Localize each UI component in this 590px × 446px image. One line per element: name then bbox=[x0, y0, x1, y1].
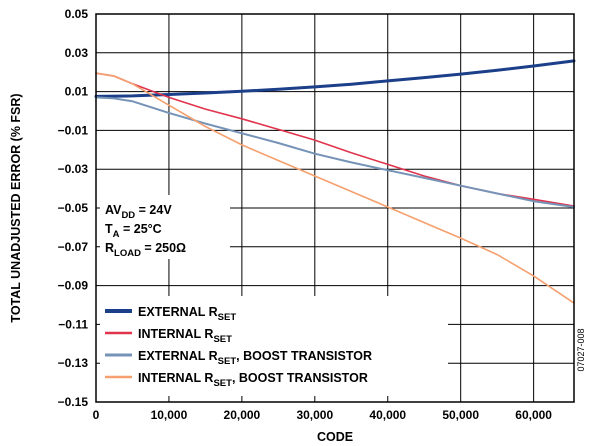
legend-background bbox=[100, 296, 448, 396]
y-tick-label: −0.15 bbox=[58, 395, 89, 409]
y-tick-label: −0.07 bbox=[58, 240, 89, 254]
x-tick-label: 40,000 bbox=[369, 408, 406, 422]
legend-label: INTERNAL RSET, BOOST TRANSISTOR bbox=[138, 371, 368, 389]
series-group bbox=[94, 59, 576, 304]
y-tick-label: −0.05 bbox=[58, 201, 89, 215]
x-tick-label: 0 bbox=[93, 408, 100, 422]
y-tick-label: 0.05 bbox=[65, 7, 89, 21]
x-tick-label: 30,000 bbox=[296, 408, 333, 422]
series-line-3 bbox=[95, 72, 575, 304]
x-tick-label: 10,000 bbox=[151, 408, 188, 422]
y-tick-label: −0.13 bbox=[58, 356, 89, 370]
y-tick-labels: 0.05 0.03 0.01 −0.01 −0.03 −0.05 −0.07 −0.09 −0.… bbox=[58, 7, 89, 409]
legend-label: EXTERNAL RSET, BOOST TRANSISTOR bbox=[138, 349, 372, 367]
y-axis-title: TOTAL UNADJUSTED ERROR (% FSR) bbox=[9, 93, 23, 322]
x-tick-label: 50,000 bbox=[442, 408, 479, 422]
legend-label: EXTERNAL RSET bbox=[138, 305, 236, 323]
legend: EXTERNAL RSET INTERNAL RSET EXTERNAL RSET,… bbox=[100, 296, 448, 396]
plot-frame bbox=[95, 13, 575, 403]
annotation-background bbox=[100, 195, 230, 259]
x-tick-labels: 0 10,000 20,000 30,000 40,000 50,000 60,000 bbox=[93, 408, 553, 422]
annotation-line: RLOAD = 250Ω bbox=[105, 241, 186, 259]
y-tick-label: −0.01 bbox=[58, 123, 89, 137]
series-line-0 bbox=[94, 59, 576, 98]
figure-id: 07027-008 bbox=[576, 328, 586, 371]
x-axis-title: CODE bbox=[317, 430, 353, 444]
series-line-2 bbox=[95, 96, 575, 208]
x-tick-label: 20,000 bbox=[224, 408, 261, 422]
y-tick-label: −0.11 bbox=[58, 317, 88, 331]
annotation-line: TA = 25°C bbox=[105, 222, 162, 240]
y-tick-label: 0.01 bbox=[65, 85, 89, 99]
annotation-line: AVDD = 24V bbox=[105, 203, 172, 221]
y-tick-label: −0.03 bbox=[58, 162, 89, 176]
legend-label: INTERNAL RSET bbox=[138, 327, 232, 345]
y-tick-label: −0.09 bbox=[58, 279, 89, 293]
y-tick-label: 0.03 bbox=[65, 46, 89, 60]
x-tick-label: 60,000 bbox=[515, 408, 552, 422]
